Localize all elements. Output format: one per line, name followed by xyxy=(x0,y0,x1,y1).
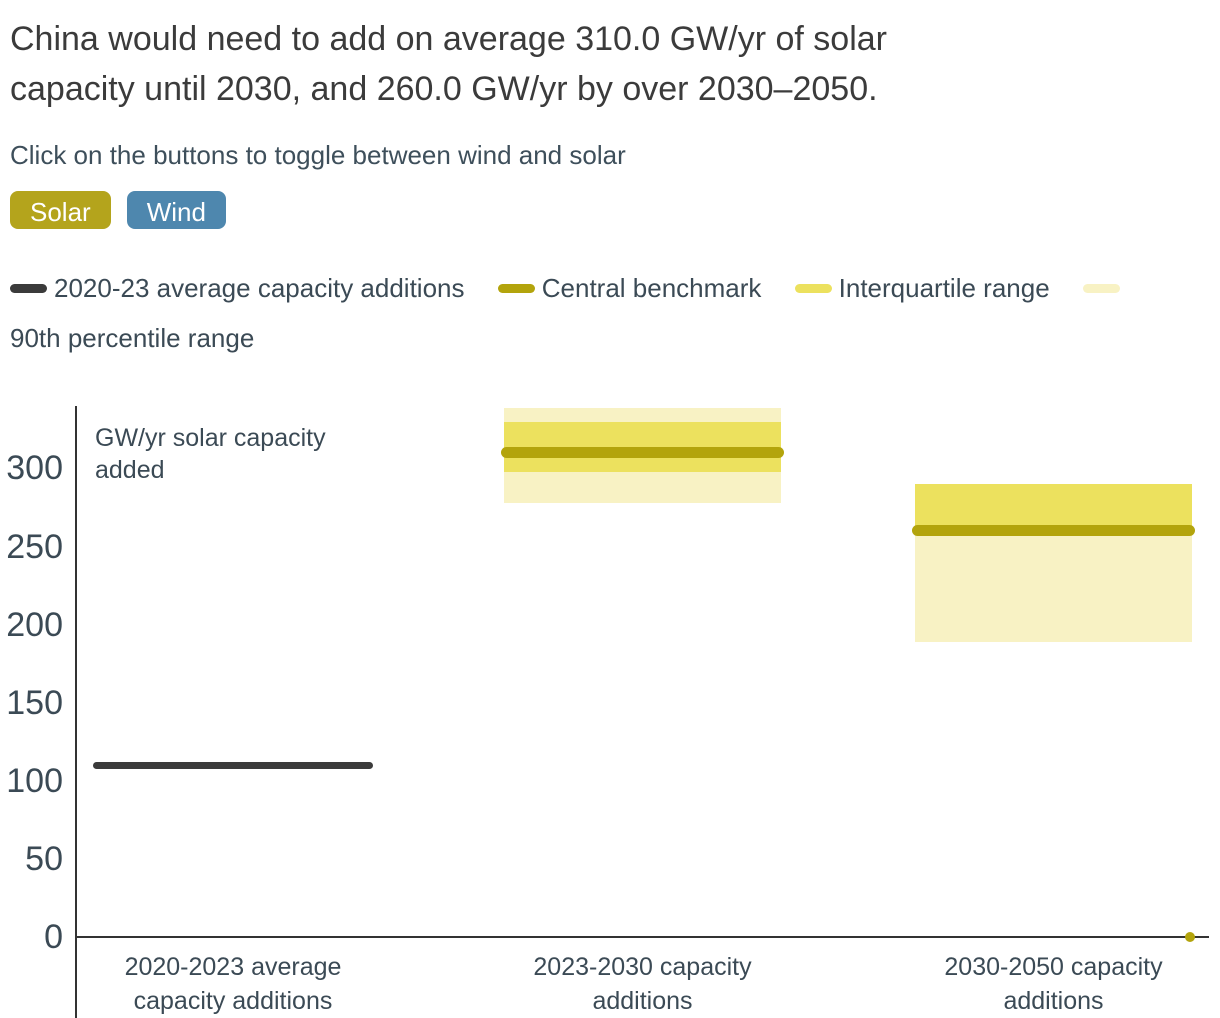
axis-end-dot-icon xyxy=(1185,932,1195,942)
chart-title-line1: China would need to add on average 310.0… xyxy=(10,20,887,58)
x-axis-line xyxy=(76,935,1209,939)
legend-label-interquartile: Interquartile range xyxy=(838,273,1050,303)
legend-item-90th-percentile: 90th percentile range xyxy=(10,273,1127,353)
central-benchmark-line-2030-2050 xyxy=(912,525,1195,537)
x-tick-label-2023-2030: 2023-2030 capacity additions xyxy=(533,953,752,1015)
average-capacity-line xyxy=(93,761,373,769)
legend-label-90th-percentile: 90th percentile range xyxy=(10,323,255,353)
y-axis-title-line1: GW/yr solar capacity xyxy=(95,424,326,452)
x-tick-label-2020-2023: 2020-2023 average capacity additions xyxy=(124,953,342,1015)
benchmark-line-swatch-icon xyxy=(497,283,535,293)
y-tick-label-100: 100 xyxy=(6,761,63,800)
average-line-swatch-icon xyxy=(10,283,47,293)
y-tick-label-150: 150 xyxy=(6,683,63,722)
interquartile-swatch-icon xyxy=(794,283,832,293)
legend-label-average: 2020-23 average capacity additions xyxy=(54,273,465,303)
y-axis-line xyxy=(74,406,77,1018)
chart-subtitle: Click on the buttons to toggle between w… xyxy=(10,140,626,170)
legend-item-benchmark: Central benchmark xyxy=(497,273,762,303)
y-axis-title: GW/yr solar capacity added xyxy=(95,422,326,486)
y-tick-label-50: 50 xyxy=(25,839,63,878)
legend-label-benchmark: Central benchmark xyxy=(541,273,762,303)
solar-toggle-button[interactable]: Solar xyxy=(10,191,111,229)
y-tick-label-200: 200 xyxy=(6,605,63,644)
y-axis-title-line2: added xyxy=(95,456,165,484)
y-tick-label-0: 0 xyxy=(44,918,63,956)
wind-toggle-button[interactable]: Wind xyxy=(126,191,226,229)
legend-item-interquartile: Interquartile range xyxy=(794,273,1050,303)
chart-legend: 2020-23 average capacity additions Centr… xyxy=(10,263,1160,363)
chart-header: China would need to add on average 310.0… xyxy=(0,0,1220,363)
x-tick-label-2030-2050: 2030-2050 capacity additions xyxy=(944,953,1163,1015)
chart-title: China would need to add on average 310.0… xyxy=(10,14,1210,114)
central-benchmark-line-2023-2030 xyxy=(501,447,784,459)
interquartile-band-2023-2030 xyxy=(504,421,781,472)
legend-item-average: 2020-23 average capacity additions xyxy=(10,273,465,303)
y-tick-label-300: 300 xyxy=(6,449,63,488)
toggle-button-row: Solar Wind xyxy=(10,191,1210,229)
y-tick-label-250: 250 xyxy=(6,527,63,566)
percentile-90-swatch-icon xyxy=(1082,283,1120,293)
chart-title-line2: capacity until 2030, and 260.0 GW/yr by … xyxy=(10,70,878,108)
